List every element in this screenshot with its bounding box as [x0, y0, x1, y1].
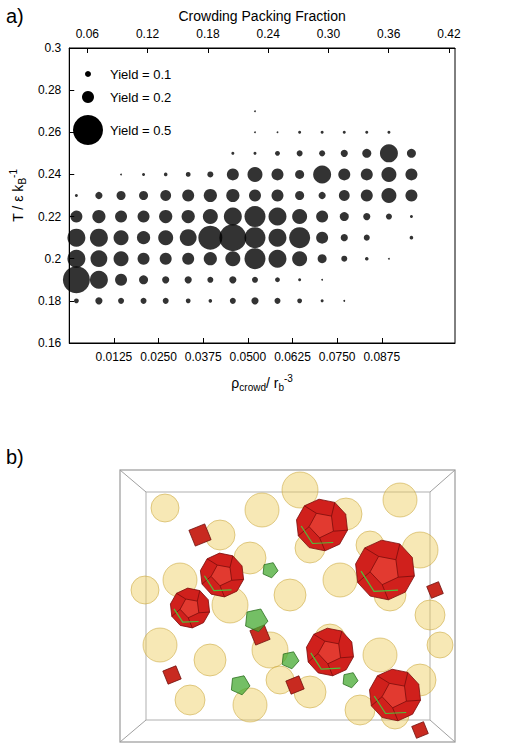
svg-text:ρ: ρ	[231, 375, 239, 391]
svg-text:0.26: 0.26	[38, 125, 62, 139]
svg-text:Yield = 0.5: Yield = 0.5	[110, 123, 171, 138]
svg-text:0.18: 0.18	[196, 27, 220, 41]
svg-text:-3: -3	[284, 373, 293, 384]
svg-text:Yield = 0.1: Yield = 0.1	[110, 67, 171, 82]
svg-text:0.06: 0.06	[76, 27, 100, 41]
svg-text:/ r: / r	[266, 375, 279, 391]
svg-text:0.0500: 0.0500	[229, 350, 266, 364]
svg-text:0.0625: 0.0625	[274, 350, 311, 364]
svg-text:Crowding Packing Fraction: Crowding Packing Fraction	[178, 8, 345, 24]
svg-text:b: b	[278, 381, 284, 393]
svg-text:0.3: 0.3	[45, 41, 62, 55]
svg-text:0.30: 0.30	[317, 27, 341, 41]
svg-text:a): a)	[6, 5, 24, 27]
svg-text:B: B	[16, 177, 28, 185]
svg-text:0.28: 0.28	[38, 83, 62, 97]
svg-text:0.0375: 0.0375	[185, 350, 222, 364]
svg-text:crowd: crowd	[239, 382, 266, 393]
svg-text:0.0875: 0.0875	[363, 350, 400, 364]
svg-text:0.2: 0.2	[45, 252, 62, 266]
svg-text:T / ε k: T / ε k	[10, 184, 26, 222]
svg-text:0.42: 0.42	[437, 27, 461, 41]
svg-text:0.24: 0.24	[38, 167, 62, 181]
svg-text:0.24: 0.24	[256, 27, 280, 41]
svg-text:Yield = 0.2: Yield = 0.2	[110, 90, 171, 105]
svg-text:-1: -1	[8, 169, 19, 178]
svg-text:b): b)	[6, 446, 24, 468]
svg-text:0.16: 0.16	[38, 336, 62, 350]
svg-text:0.0125: 0.0125	[96, 350, 133, 364]
svg-text:0.0750: 0.0750	[319, 350, 356, 364]
svg-text:0.36: 0.36	[377, 27, 401, 41]
svg-text:0.18: 0.18	[38, 294, 62, 308]
svg-text:0.0250: 0.0250	[140, 350, 177, 364]
svg-text:0.22: 0.22	[38, 210, 62, 224]
svg-text:0.12: 0.12	[136, 27, 160, 41]
